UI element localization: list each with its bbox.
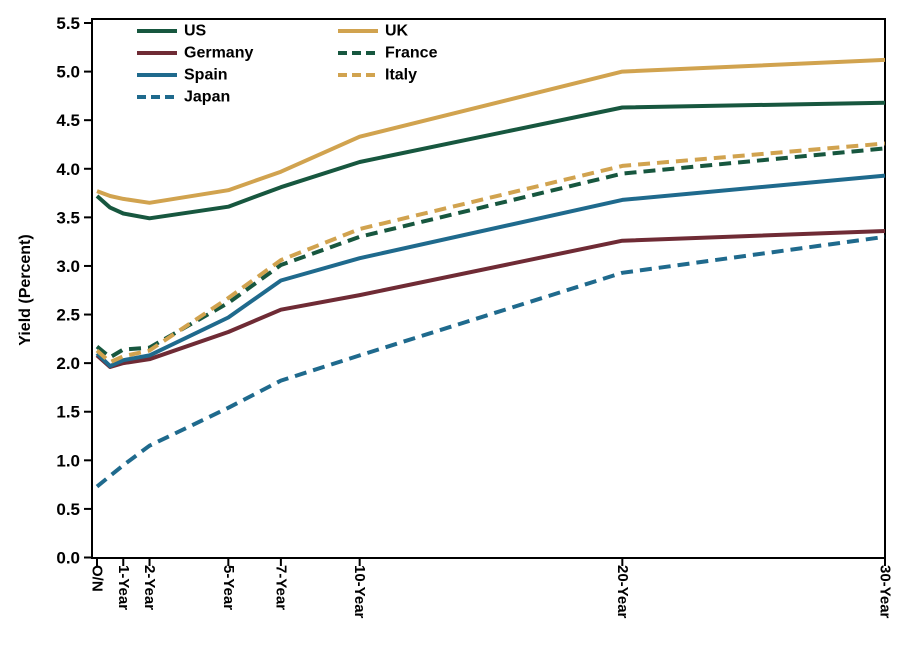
series-line-us xyxy=(95,100,886,221)
y-tick-label: 3.0 xyxy=(56,257,80,276)
legend-label-japan: Japan xyxy=(184,89,230,106)
series-line-japan xyxy=(95,234,886,489)
legend-item-japan: Japan xyxy=(137,89,230,106)
y-tick-label: 5.0 xyxy=(56,63,80,82)
series-line-italy xyxy=(95,141,886,365)
y-tick-label: 2.0 xyxy=(56,354,80,373)
series-line-france xyxy=(95,146,886,360)
x-tick-label: 2-Year xyxy=(141,565,158,610)
x-tick-label: 20-Year xyxy=(614,565,631,619)
legend-label-france: France xyxy=(385,45,438,62)
legend-item-germany: Germany xyxy=(137,45,253,62)
legend-label-us: US xyxy=(184,23,207,40)
legend-item-us: US xyxy=(137,23,207,40)
series-line-germany xyxy=(95,229,886,369)
x-tick-label: 30-Year xyxy=(877,565,894,619)
x-tick-label: 7-Year xyxy=(272,565,289,610)
y-tick-label: 0.0 xyxy=(56,549,80,568)
legend-item-spain: Spain xyxy=(137,67,228,84)
series-line-spain xyxy=(95,173,886,369)
x-tick-label: O/N xyxy=(89,565,106,592)
y-tick-label: 4.0 xyxy=(56,160,80,179)
y-tick-label: 1.5 xyxy=(56,403,80,422)
x-tick-label: 5-Year xyxy=(220,565,237,610)
legend-label-germany: Germany xyxy=(184,45,253,62)
plot-frame xyxy=(91,18,886,559)
legend-item-uk: UK xyxy=(338,23,409,40)
y-tick-label: 2.5 xyxy=(56,306,80,325)
legend-item-france: France xyxy=(338,45,438,62)
series-line-uk xyxy=(96,57,886,205)
y-tick-label: 0.5 xyxy=(56,500,80,519)
y-tick-label: 3.5 xyxy=(56,208,80,227)
legend-label-spain: Spain xyxy=(184,67,228,84)
legend-label-uk: UK xyxy=(385,23,409,40)
y-axis-title: Yield (Percent) xyxy=(17,234,34,345)
series-lines xyxy=(95,57,886,489)
axis-ticks: 0.0 0.5 1.0 1.5 2.0 2.5 3.0 3.5 4.0 4.5 5.0 5.5 O/N 1… xyxy=(56,14,893,619)
x-tick-label: 1-Year xyxy=(115,565,132,610)
y-tick-label: 4.5 xyxy=(56,111,80,130)
y-tick-label: 1.0 xyxy=(56,451,80,470)
plot-frame-box xyxy=(91,18,886,559)
legend-label-italy: Italy xyxy=(385,67,417,84)
legend-item-italy: Italy xyxy=(338,67,417,84)
x-tick-label: 10-Year xyxy=(351,565,368,619)
chart-legend: US Germany Spain Japan UK France Italy xyxy=(137,23,438,106)
y-tick-label: 5.5 xyxy=(56,14,80,33)
